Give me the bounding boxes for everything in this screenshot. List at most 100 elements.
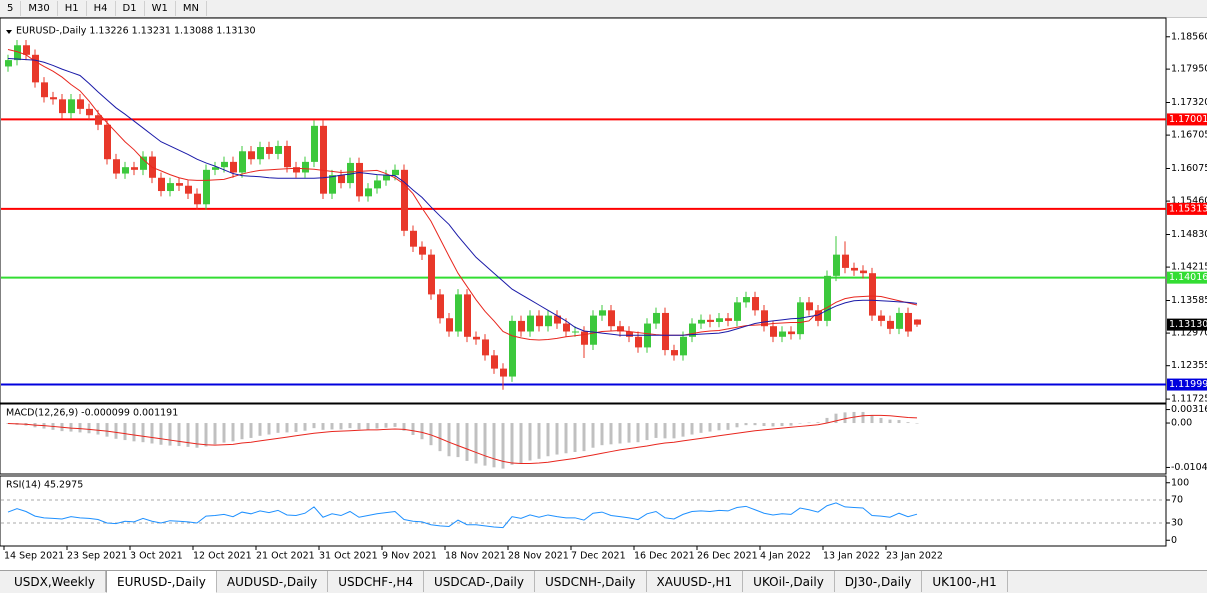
macd-bar xyxy=(591,423,595,448)
candle-body xyxy=(824,275,831,321)
macd-bar xyxy=(87,423,91,434)
macd-bar xyxy=(69,423,73,432)
y-tick-label: 30 xyxy=(1171,518,1183,529)
candle-body xyxy=(914,319,921,325)
candle-body xyxy=(536,315,543,327)
candle-body xyxy=(707,319,714,322)
candle-body xyxy=(590,315,597,345)
candle-body xyxy=(41,82,48,98)
candle-body xyxy=(131,167,138,170)
candle-body xyxy=(275,145,282,154)
candle-body xyxy=(185,185,192,194)
symbol-tab[interactable]: AUDUSD-,Daily xyxy=(217,571,329,592)
candle-body xyxy=(563,323,570,332)
candle-body xyxy=(473,336,480,340)
macd-bar xyxy=(78,423,82,433)
macd-bar xyxy=(654,423,658,438)
y-tick-label: 70 xyxy=(1171,495,1183,506)
x-tick-label: 23 Sep 2021 xyxy=(67,551,127,562)
macd-bar xyxy=(465,423,469,461)
macd-bar xyxy=(519,423,523,464)
rsi-title: RSI(14) 45.2975 xyxy=(6,480,83,491)
candle-body xyxy=(626,331,633,337)
macd-bar xyxy=(501,423,505,469)
timeframe-button[interactable]: MN xyxy=(176,1,207,16)
candle-body xyxy=(266,147,273,154)
candle-body xyxy=(869,273,876,316)
timeframe-button[interactable]: D1 xyxy=(116,1,145,16)
symbol-tab[interactable]: XAUUSD-,H1 xyxy=(647,571,744,592)
candle-body xyxy=(788,331,795,335)
candle-body xyxy=(662,312,669,351)
candle-body xyxy=(491,355,498,369)
symbol-tab[interactable]: USDCAD-,Daily xyxy=(424,571,535,592)
timeframe-button[interactable]: M30 xyxy=(21,1,58,16)
candle-body xyxy=(617,326,624,332)
candle-body xyxy=(95,115,102,125)
timeframe-button[interactable]: H4 xyxy=(87,1,116,16)
y-tick-label: -0.01043 xyxy=(1171,462,1207,473)
macd-bar xyxy=(411,423,415,435)
macd-bar xyxy=(708,423,712,432)
y-tick-label: 1.12355 xyxy=(1171,360,1207,371)
macd-bar xyxy=(537,423,541,459)
symbol-tab[interactable]: USDX,Weekly xyxy=(4,571,106,592)
macd-bar xyxy=(312,423,316,429)
macd-bar xyxy=(582,423,586,452)
candle-body xyxy=(410,230,417,247)
candle-body xyxy=(887,320,894,329)
chart: EURUSD-,Daily 1.13226 1.13231 1.13088 1.… xyxy=(0,17,1207,562)
candle-body xyxy=(518,320,525,332)
symbol-tab[interactable]: DJ30-,Daily xyxy=(835,571,923,592)
macd-bar xyxy=(807,422,811,424)
y-tick-label: 0.003165 xyxy=(1171,404,1207,415)
timeframe-button[interactable]: W1 xyxy=(145,1,176,16)
candle-body xyxy=(761,310,768,327)
macd-bar xyxy=(222,423,226,443)
candle-body xyxy=(860,270,867,274)
candle-body xyxy=(32,54,39,83)
symbol-tab[interactable]: UKOil-,Daily xyxy=(743,571,835,592)
level-label: 1.17001 xyxy=(1169,114,1207,125)
macd-bar xyxy=(816,422,820,424)
y-tick-label: 1.14215 xyxy=(1171,262,1207,273)
macd-bar xyxy=(906,422,910,424)
candle-body xyxy=(5,60,12,67)
y-tick-label: 1.16075 xyxy=(1171,163,1207,174)
candle-body xyxy=(743,297,750,303)
x-tick-label: 18 Nov 2021 xyxy=(445,551,506,562)
level-label-box xyxy=(1167,202,1207,215)
macd-bar xyxy=(294,423,298,432)
macd-bar xyxy=(627,423,631,443)
candle-body xyxy=(806,302,813,311)
macd-bar xyxy=(186,423,190,447)
x-tick-label: 14 Sep 2021 xyxy=(4,551,64,562)
candle-body xyxy=(716,318,723,322)
collapse-arrow xyxy=(6,30,12,34)
symbol-tab[interactable]: USDCHF-,H4 xyxy=(328,571,424,592)
macd-bar xyxy=(546,423,550,457)
macd-bar xyxy=(177,423,181,447)
timeframe-button[interactable]: 5 xyxy=(0,1,22,16)
candle-body xyxy=(572,331,579,333)
timeframe-button[interactable]: H1 xyxy=(58,1,87,16)
macd-bar xyxy=(861,411,865,424)
macd-bar xyxy=(204,423,208,447)
symbol-tab[interactable]: UK100-,H1 xyxy=(922,571,1008,592)
candle-body xyxy=(734,302,741,321)
x-tick-label: 28 Nov 2021 xyxy=(508,551,569,562)
candle-body xyxy=(842,254,849,268)
candle-body xyxy=(815,310,822,321)
macd-bar xyxy=(258,423,262,436)
macd-bar xyxy=(771,423,775,427)
symbol-tab[interactable]: USDCNH-,Daily xyxy=(535,571,647,592)
candle-body xyxy=(455,294,462,332)
x-tick-label: 7 Dec 2021 xyxy=(571,551,626,562)
moving-average xyxy=(7,58,918,336)
candle-body xyxy=(554,315,561,324)
symbol-tab[interactable]: EURUSD-,Daily xyxy=(106,571,217,593)
y-tick-label: 1.18560 xyxy=(1171,31,1207,42)
macd-bar xyxy=(195,423,199,448)
macd-bar xyxy=(159,423,163,445)
candle-body xyxy=(581,331,588,345)
